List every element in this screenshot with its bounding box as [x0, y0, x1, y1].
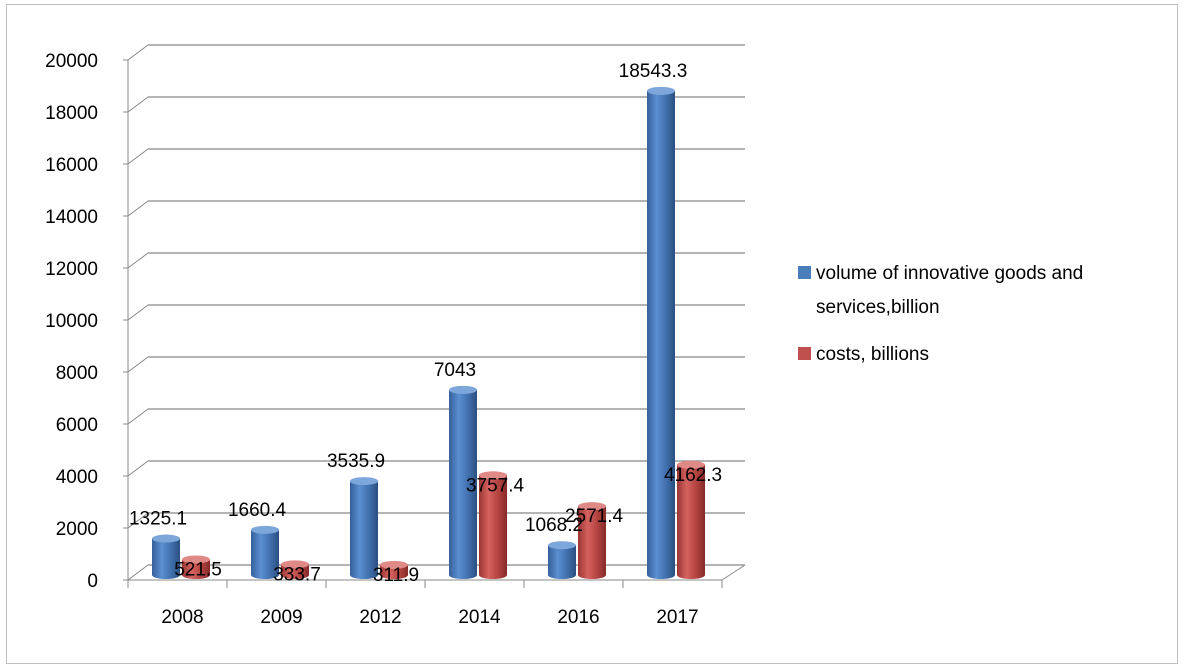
legend: volume of innovative goods and services,… — [798, 263, 1083, 365]
gridline-side — [127, 304, 149, 321]
y-tick-label: 0 — [87, 571, 98, 592]
bar-volume — [251, 525, 279, 579]
gridline-side — [127, 252, 149, 269]
y-tick-label: 4000 — [56, 467, 98, 488]
gridline-side — [127, 148, 149, 165]
gridline-side — [127, 460, 149, 477]
y-tick-label: 8000 — [56, 363, 98, 384]
bar-cap — [380, 560, 408, 569]
legend-label-volume-line1: volume of innovative goods and — [816, 263, 1083, 284]
bar-volume — [152, 534, 180, 579]
data-label: 1068.2 — [525, 515, 583, 536]
gridline-side — [127, 356, 149, 373]
gridline-side — [127, 512, 149, 529]
bar-body — [251, 529, 279, 579]
data-label: 18543.3 — [619, 61, 688, 82]
data-label: 3757.4 — [466, 475, 525, 496]
bar-cap — [281, 560, 309, 569]
bar-cap — [350, 477, 378, 486]
bar-volume — [548, 541, 576, 579]
bar-body — [380, 564, 408, 579]
bar-volume — [647, 86, 675, 579]
bar-body — [449, 389, 477, 579]
bar-body — [182, 559, 210, 579]
x-axis-side-line — [721, 564, 746, 581]
bar-volume — [350, 477, 378, 579]
x-axis-ticks: 2008 2009 2012 2014 2016 2017 — [161, 607, 698, 628]
axes — [123, 59, 746, 588]
x-tick-label: 2017 — [656, 607, 698, 628]
x-tick-label: 2008 — [161, 607, 203, 628]
data-label: 333.7 — [273, 564, 321, 585]
bar-body — [281, 564, 309, 579]
gridline-side — [127, 564, 149, 581]
y-tick-label: 18000 — [45, 103, 98, 124]
y-tick-label: 20000 — [45, 51, 98, 72]
legend-label-costs: costs, billions — [816, 344, 929, 365]
legend-swatch-volume — [798, 266, 811, 279]
y-axis-ticks: 0 2000 4000 6000 8000 10000 12000 14000 16000 180… — [45, 51, 98, 592]
bar-chart: 0 2000 4000 6000 8000 10000 12000 14000 16000 180… — [45, 44, 1083, 628]
bar-cap — [479, 471, 507, 480]
x-tick-label: 2016 — [557, 607, 599, 628]
y-tick-label: 16000 — [45, 155, 98, 176]
bar-costs — [380, 560, 408, 579]
bar-cap — [578, 502, 606, 511]
bar-body — [479, 475, 507, 579]
gridline-side — [127, 96, 149, 113]
bar-cap — [449, 385, 477, 394]
legend-swatch-costs — [798, 347, 811, 360]
bar-cap — [251, 525, 279, 534]
bar-body — [647, 90, 675, 579]
bar-cap — [152, 534, 180, 543]
data-labels: 1325.1 521.5 1660.4 333.7 3535.9 311.9 7043 375… — [129, 61, 722, 586]
x-tick-label: 2012 — [359, 607, 401, 628]
legend-label-volume-line2: services,billion — [816, 297, 940, 318]
data-label: 3535.9 — [327, 451, 385, 472]
bar-body — [152, 538, 180, 579]
bars — [152, 86, 705, 579]
data-label: 4162.3 — [664, 465, 722, 486]
y-tick-label: 10000 — [45, 311, 98, 332]
gridlines — [127, 44, 745, 581]
y-tick-label: 14000 — [45, 207, 98, 228]
bar-costs — [578, 502, 606, 579]
data-label: 2571.4 — [565, 506, 624, 527]
bar-costs — [281, 560, 309, 579]
bar-cap — [677, 460, 705, 469]
bar-body — [350, 481, 378, 579]
y-tick-label: 12000 — [45, 259, 98, 280]
gridline-side — [127, 44, 149, 61]
y-tick-label: 2000 — [56, 519, 98, 540]
x-tick-label: 2014 — [458, 607, 501, 628]
bar-cap — [647, 86, 675, 95]
gridline-side — [127, 408, 149, 425]
bar-costs — [677, 460, 705, 579]
data-label: 1660.4 — [228, 500, 287, 521]
bar-body — [578, 506, 606, 579]
bar-body — [548, 545, 576, 579]
bar-costs — [479, 471, 507, 579]
bar-volume — [449, 385, 477, 579]
data-label: 1325.1 — [129, 509, 187, 530]
data-label: 521.5 — [174, 559, 222, 580]
bar-costs — [182, 555, 210, 579]
x-tick-label: 2009 — [260, 607, 302, 628]
bar-cap — [182, 555, 210, 564]
y-tick-label: 6000 — [56, 415, 98, 436]
data-label: 311.9 — [373, 565, 419, 586]
data-label: 7043 — [434, 360, 476, 381]
bar-body — [677, 464, 705, 579]
bar-cap — [548, 541, 576, 550]
gridline-side — [127, 200, 149, 217]
